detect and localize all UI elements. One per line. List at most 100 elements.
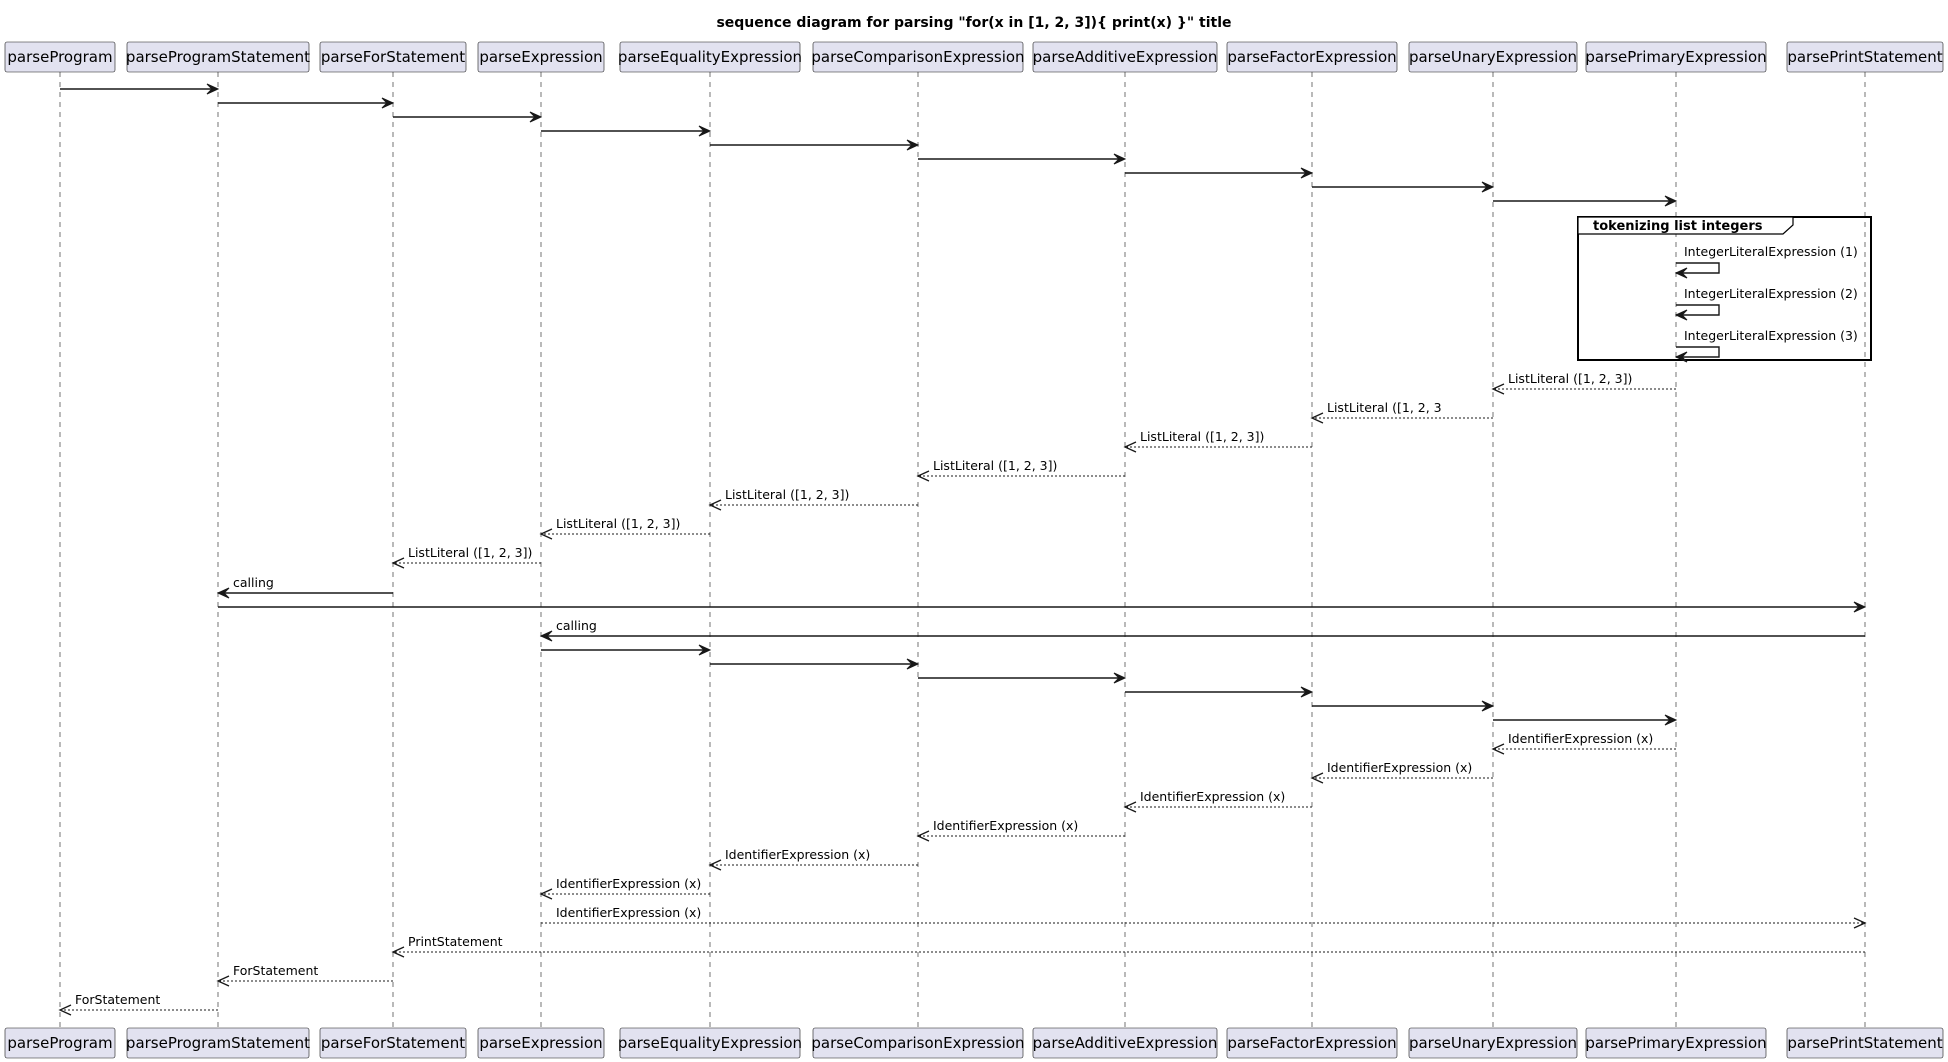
participant-box [1585,41,1767,73]
arrowhead [216,587,230,599]
participant-parse-equality-expression-bottom: parseEqualityExpression [618,1027,802,1059]
participant-box [319,1027,467,1059]
participant-box [1408,1027,1578,1059]
message-label: ForStatement [75,992,160,1007]
arrowhead [916,470,930,482]
message-label: IdentifierExpression (x) [1140,789,1285,804]
participant-box [126,41,310,73]
participant-parse-for-statement-top: parseForStatement [319,41,467,73]
participant-label: parsePrintStatement [1787,1034,1942,1052]
participant-label: parseUnaryExpression [1409,48,1577,66]
participant-parse-primary-expression-bottom: parsePrimaryExpression [1585,1027,1767,1059]
participant-parse-comparison-expression-bottom: parseComparisonExpression [811,1027,1025,1059]
message-label: IdentifierExpression (x) [933,818,1078,833]
message-label: calling [233,575,274,590]
participant-label: parsePrintStatement [1787,48,1942,66]
participant-label: parseProgram [7,48,112,66]
lifelines [59,72,1866,1028]
participant-label: parseEqualityExpression [618,1034,802,1052]
message-label: IntegerLiteralExpression (3) [1684,328,1858,343]
participant-box [812,41,1024,73]
participant-box [1226,1027,1398,1059]
participant-box [1786,1027,1944,1059]
arrowhead [58,1004,72,1016]
arrowhead [1310,412,1324,424]
message-label: calling [556,618,597,633]
diagram-title: sequence diagram for parsing "for(x in [… [716,15,1231,31]
arrowhead [1491,383,1505,395]
participant-parse-program-statement-bottom: parseProgramStatement [126,1027,310,1059]
arrowhead [1300,167,1314,179]
arrowhead [206,83,220,95]
participant-label: parseFactorExpression [1227,1034,1396,1052]
arrowhead [1481,700,1495,712]
arrowhead [916,830,930,842]
participant-box [1226,41,1398,73]
arrowhead [1300,686,1314,698]
arrowhead [1123,801,1137,813]
participant-parse-additive-expression-bottom: parseAdditiveExpression [1033,1027,1217,1059]
arrowhead [1113,153,1127,165]
group-frame: tokenizing list integers [1577,216,1872,361]
arrowhead [708,499,722,511]
arrowhead [381,97,395,109]
participant-parse-program-bottom: parseProgram [4,1027,116,1059]
arrowhead [391,946,405,958]
message-label: ListLiteral ([1, 2, 3]) [725,487,849,502]
self-message-line [1676,262,1720,274]
participant-box [619,41,801,73]
participant-box [477,1027,605,1059]
messages: IntegerLiteralExpression (1) IntegerLiter… [58,83,1867,1016]
arrowhead [1123,441,1137,453]
arrowhead [529,111,543,123]
participant-parse-equality-expression-top: parseEqualityExpression [618,41,802,73]
arrowhead [698,125,712,137]
message-label: IdentifierExpression (x) [725,847,870,862]
participant-header-row: parseProgram parseProgramStatement parseFo… [4,41,1944,73]
arrowhead [1310,772,1324,784]
participant-label: parsePrimaryExpression [1585,1034,1766,1052]
participant-parse-additive-expression-top: parseAdditiveExpression [1033,41,1218,73]
arrowhead [708,859,722,871]
participant-label: parseForStatement [321,1034,465,1052]
arrowhead [906,139,920,151]
arrowhead [1674,267,1688,279]
participant-parse-factor-expression-top: parseFactorExpression [1226,41,1398,73]
participant-box [4,1027,116,1059]
arrowhead [391,557,405,569]
participant-parse-for-statement-bottom: parseForStatement [319,1027,467,1059]
self-message-line [1676,346,1720,358]
participant-label: parseUnaryExpression [1409,1034,1577,1052]
arrowhead [539,528,553,540]
participant-box [477,41,605,73]
message-label: ListLiteral ([1, 2, 3]) [556,516,680,531]
message-label: ListLiteral ([1, 2, 3 [1327,400,1442,415]
message-label: ListLiteral ([1, 2, 3]) [408,545,532,560]
arrowhead [906,658,920,670]
message-label: ForStatement [233,963,318,978]
participant-box [126,1027,310,1059]
message-label: PrintStatement [408,934,503,949]
arrowhead [1853,601,1867,613]
arrowhead [1491,743,1505,755]
participant-label: parseProgramStatement [126,48,310,66]
participant-box [319,41,467,73]
participant-parse-program-top: parseProgram [4,41,116,73]
group-frame-tab [1577,216,1794,235]
arrowhead [1664,195,1678,207]
participant-label: parseAdditiveExpression [1033,48,1218,66]
participant-parse-factor-expression-bottom: parseFactorExpression [1226,1027,1398,1059]
arrowhead [1853,917,1867,929]
participant-parse-expression-bottom: parseExpression [477,1027,605,1059]
group-frame-label: tokenizing list integers [1593,219,1763,234]
participant-label: parseFactorExpression [1227,48,1396,66]
arrowhead [1664,714,1678,726]
participant-parse-unary-expression-bottom: parseUnaryExpression [1408,1027,1578,1059]
participant-label: parseEqualityExpression [618,48,802,66]
participant-label: parseProgram [7,1034,112,1052]
participant-label: parseComparisonExpression [811,48,1024,66]
participant-label: parseProgramStatement [126,1034,310,1052]
message-label: IntegerLiteralExpression (1) [1684,244,1858,259]
participant-label: parsePrimaryExpression [1585,48,1766,66]
participant-parse-unary-expression-top: parseUnaryExpression [1408,41,1578,73]
